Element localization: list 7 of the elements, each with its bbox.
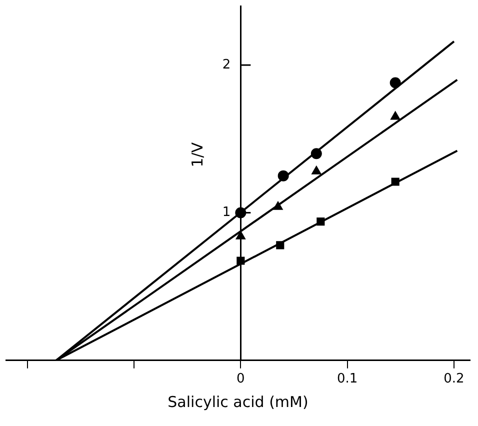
x-tick-label: 0.1 — [336, 372, 358, 387]
y-axis-title: 1/V — [188, 142, 207, 168]
x-tick-label: 0 — [236, 372, 245, 387]
x-axis-title: Salicylic acid (mM) — [168, 392, 308, 411]
y-tick-label: 1 — [222, 205, 231, 220]
x-tick-label: 0.2 — [444, 372, 464, 387]
y-tick-label: 2 — [222, 57, 231, 72]
